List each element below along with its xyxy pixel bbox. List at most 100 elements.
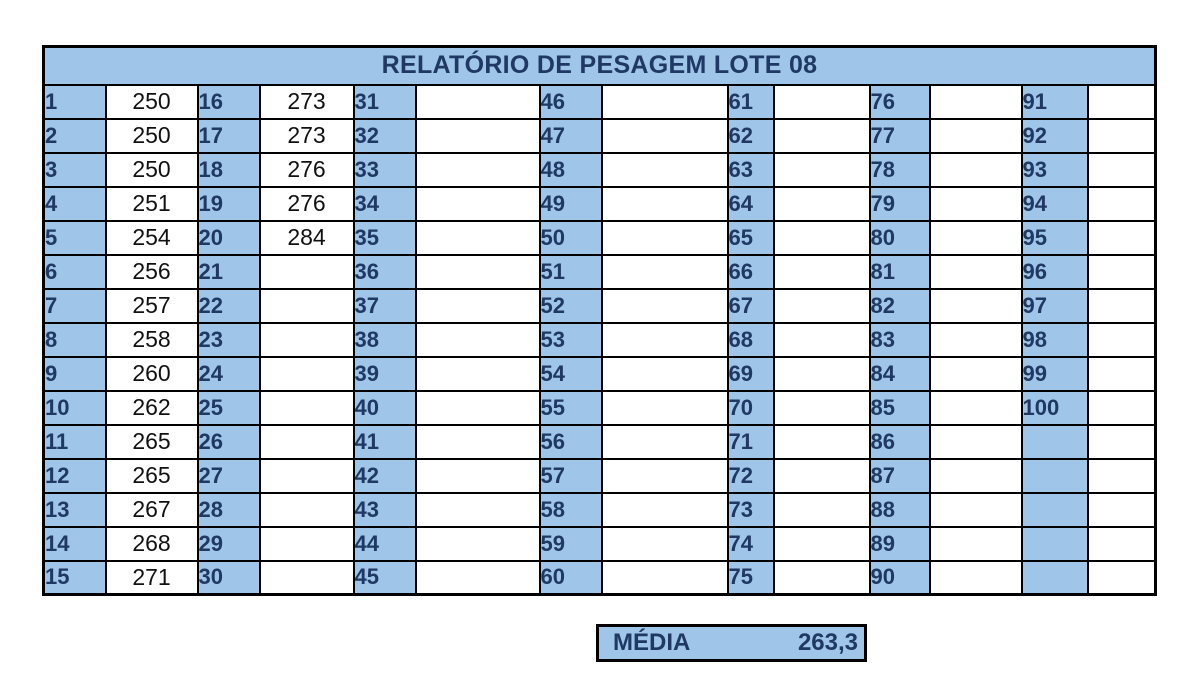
- weight-cell: 273: [258, 117, 355, 154]
- weight-cell: [928, 559, 1023, 596]
- animal-number: 72: [726, 457, 775, 494]
- weight-cell: [600, 219, 729, 256]
- weight-cell: [414, 83, 541, 120]
- animal-number: 47: [538, 117, 603, 154]
- animal-number: 94: [1020, 185, 1089, 222]
- animal-number: 95: [1020, 219, 1089, 256]
- animal-number: 13: [42, 491, 107, 528]
- animal-number: 93: [1020, 151, 1089, 188]
- animal-number: 25: [196, 389, 261, 426]
- animal-number: 58: [538, 491, 603, 528]
- animal-number: 65: [726, 219, 775, 256]
- weight-cell: [258, 559, 355, 596]
- table-row: 3 250 18 276 33 48 63 78 93: [42, 151, 1157, 188]
- weight-cell: [600, 525, 729, 562]
- weight-cell: [600, 287, 729, 324]
- animal-number: 81: [868, 253, 931, 290]
- weight-cell: [928, 151, 1023, 188]
- weight-cell: [772, 389, 871, 426]
- animal-number: 96: [1020, 253, 1089, 290]
- empty-weight-cell: [1086, 457, 1157, 494]
- animal-number: 27: [196, 457, 261, 494]
- weight-cell: [414, 423, 541, 460]
- animal-number: 1: [42, 83, 107, 120]
- table-row: 4 251 19 276 34 49 64 79 94: [42, 185, 1157, 222]
- animal-number: 56: [538, 423, 603, 460]
- empty-number-cell: [1020, 491, 1089, 528]
- weight-cell: [772, 253, 871, 290]
- average-value: 263,3: [797, 629, 858, 656]
- animal-number: 34: [352, 185, 417, 222]
- weight-cell: [600, 355, 729, 392]
- animal-number: 28: [196, 491, 261, 528]
- animal-number: 12: [42, 457, 107, 494]
- animal-number: 87: [868, 457, 931, 494]
- animal-number: 46: [538, 83, 603, 120]
- animal-number: 66: [726, 253, 775, 290]
- animal-number: 80: [868, 219, 931, 256]
- weight-cell: [258, 389, 355, 426]
- table-row: 6 256 21 36 51 66 81 96: [42, 253, 1157, 290]
- animal-number: 62: [726, 117, 775, 154]
- animal-number: 20: [196, 219, 261, 256]
- weight-cell: 254: [104, 219, 199, 256]
- weight-cell: 260: [104, 355, 199, 392]
- weight-cell: [258, 355, 355, 392]
- table-row: 10 262 25 40 55 70 85 100: [42, 389, 1157, 426]
- animal-number: 82: [868, 287, 931, 324]
- weight-cell: [928, 491, 1023, 528]
- report-title: RELATÓRIO DE PESAGEM LOTE 08: [42, 45, 1157, 86]
- weight-cell: [1086, 287, 1157, 324]
- table-row: 7 257 22 37 52 67 82 97: [42, 287, 1157, 324]
- weight-cell: [414, 185, 541, 222]
- weight-cell: [1086, 151, 1157, 188]
- weight-cell: [258, 491, 355, 528]
- weight-cell: 276: [258, 151, 355, 188]
- weight-cell: [600, 491, 729, 528]
- empty-weight-cell: [1086, 525, 1157, 562]
- animal-number: 60: [538, 559, 603, 596]
- weight-cell: [1086, 83, 1157, 120]
- animal-number: 69: [726, 355, 775, 392]
- weight-cell: [414, 457, 541, 494]
- animal-number: 29: [196, 525, 261, 562]
- animal-number: 97: [1020, 287, 1089, 324]
- empty-number-cell: [1020, 457, 1089, 494]
- weight-cell: [414, 117, 541, 154]
- animal-number: 84: [868, 355, 931, 392]
- weight-cell: [414, 559, 541, 596]
- animal-number: 44: [352, 525, 417, 562]
- weight-cell: [928, 219, 1023, 256]
- animal-number: 59: [538, 525, 603, 562]
- weight-cell: [600, 185, 729, 222]
- animal-number: 67: [726, 287, 775, 324]
- weight-cell: [928, 389, 1023, 426]
- weight-cell: 265: [104, 457, 199, 494]
- weight-cell: [414, 355, 541, 392]
- weight-cell: 265: [104, 423, 199, 460]
- animal-number: 6: [42, 253, 107, 290]
- weight-cell: [1086, 253, 1157, 290]
- weight-cell: [928, 287, 1023, 324]
- animal-number: 55: [538, 389, 603, 426]
- weight-cell: [600, 457, 729, 494]
- weight-cell: [928, 321, 1023, 358]
- weight-cell: [1086, 355, 1157, 392]
- table-row: 5 254 20 284 35 50 65 80 95: [42, 219, 1157, 256]
- weight-cell: [600, 423, 729, 460]
- weight-cell: [600, 389, 729, 426]
- weight-cell: [772, 151, 871, 188]
- weight-cell: 262: [104, 389, 199, 426]
- animal-number: 85: [868, 389, 931, 426]
- animal-number: 43: [352, 491, 417, 528]
- animal-number: 70: [726, 389, 775, 426]
- animal-number: 79: [868, 185, 931, 222]
- table-row: 2 250 17 273 32 47 62 77 92: [42, 117, 1157, 154]
- weight-cell: [1086, 219, 1157, 256]
- animal-number: 86: [868, 423, 931, 460]
- animal-number: 2: [42, 117, 107, 154]
- animal-number: 40: [352, 389, 417, 426]
- weight-cell: 273: [258, 83, 355, 120]
- animal-number: 18: [196, 151, 261, 188]
- table-row: 8 258 23 38 53 68 83 98: [42, 321, 1157, 358]
